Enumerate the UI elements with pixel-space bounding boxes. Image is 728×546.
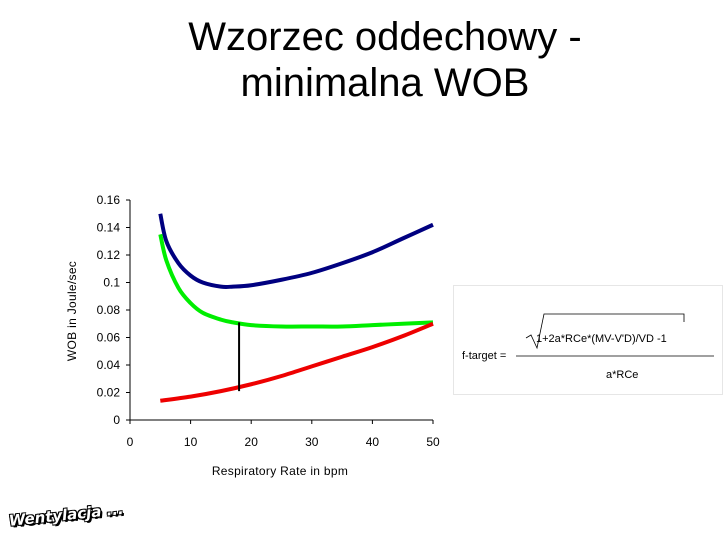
- x-tick-label: 30: [305, 435, 319, 449]
- sqrt-sign-icon: [525, 313, 685, 350]
- y-tick-label: 0.16: [97, 193, 121, 207]
- y-tick-label: 0.06: [97, 331, 121, 345]
- y-tick-label: 0.12: [97, 248, 121, 262]
- y-axis-label: WOB in Joule/sec: [65, 261, 79, 361]
- series-line-2: [160, 321, 434, 403]
- x-tick-label: 10: [184, 435, 198, 449]
- y-tick-label: 0: [113, 413, 120, 427]
- y-tick-label: 0.04: [97, 358, 121, 372]
- y-tick-label: 0.08: [97, 303, 121, 317]
- x-tick-label: 0: [127, 435, 134, 449]
- chart-series: [158, 213, 434, 403]
- formula-box: f-target = 1+2a*RCe*(MV-V'D)/VD -1 a*RCe: [453, 285, 723, 395]
- x-axis-label: Respiratory Rate in bpm: [212, 464, 348, 478]
- y-tick-label: 0.1: [103, 276, 120, 290]
- chart-axes: [126, 199, 434, 424]
- series-line-1: [158, 233, 434, 329]
- formula-denominator: a*RCe: [606, 369, 638, 381]
- x-tick-label: 40: [366, 435, 380, 449]
- x-tick-label: 20: [245, 435, 259, 449]
- formula-numerator: 1+2a*RCe*(MV-V'D)/VD -1: [536, 333, 667, 345]
- x-tick-label: 50: [426, 435, 440, 449]
- formula-lhs: f-target =: [462, 350, 506, 362]
- series-line-0: [158, 213, 434, 289]
- y-tick-label: 0.02: [97, 386, 121, 400]
- slide-title-line1: Wzorzec oddechowy -: [188, 15, 582, 59]
- chart-tick-labels: 0 0.02 0.04 0.06 0.08 0.1 0.12 0.14 0.16 0 10 20 30 4…: [97, 193, 440, 449]
- slide-title: Wzorzec oddechowy - minimalna WOB: [120, 14, 650, 106]
- formula-graphic: f-target = 1+2a*RCe*(MV-V'D)/VD -1 a*RCe: [462, 313, 714, 381]
- slide-title-line2: minimalna WOB: [240, 61, 530, 105]
- y-tick-label: 0.14: [97, 221, 121, 235]
